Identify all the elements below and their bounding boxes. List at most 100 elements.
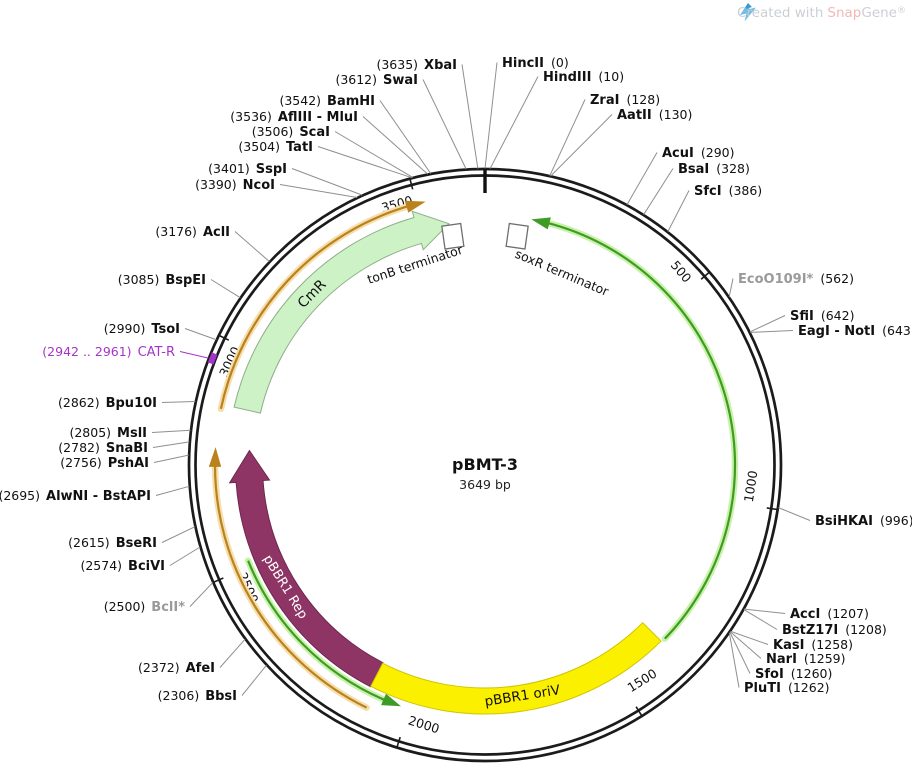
enzyme-label-KasI: KasI (1258) [773,637,853,653]
tonb-terminator-glyph [441,222,465,250]
enzyme-tspan: (3390) [195,177,237,192]
enzyme-tspan: ZraI [590,93,619,108]
enzyme-tspan: (2500) [104,599,146,614]
enzyme-text-SfcI: SfcI (386) [694,183,762,199]
soxr-terminator-glyph [505,222,529,250]
enzyme-label-SfcI: SfcI (386) [694,183,762,199]
enzyme-label-BsiHKAI: BsiHKAI (996) [815,513,912,529]
enzyme-text-ScaI: (3506) ScaI [252,124,330,140]
leader-EcoO109I* [728,278,734,297]
enzyme-tspan: AfeI [186,661,215,676]
enzyme-tspan: NarI [766,652,797,667]
enzyme-tspan: (2782) [58,440,100,455]
snapgene-logo-icon-dark [744,3,752,10]
enzyme-label-BspEI: (3085) BspEI [118,272,206,288]
enzyme-tspan: (128) [626,92,660,107]
leader-AcuI [626,152,658,205]
enzyme-text-BamHI: (3542) BamHI [279,93,375,109]
tick-mark-1500 [635,706,643,717]
enzyme-tspan: SspI [256,162,287,177]
leader-KasI [730,630,769,645]
pbbr1-oriv-band [370,621,662,715]
enzyme-tspan: HindIII [543,70,591,85]
enzyme-tspan: XbaI [424,58,457,73]
enzyme-tspan: HincII [502,56,544,71]
leader-AatII [550,114,613,177]
orf-right-minus-arrowhead [531,217,551,230]
orf-rep-strand-arrowhead [208,447,222,467]
enzyme-label-SfoI: SfoI (1260) [755,666,832,682]
enzyme-text-TsoI: (2990) TsoI [104,321,180,337]
leader-PshAI [153,454,189,463]
leader-HincII [484,62,498,169]
snapgene-logo-icon [740,3,756,22]
enzyme-tspan: (3612) [335,72,377,87]
enzyme-text-AccI: AccI (1207) [790,606,869,622]
plasmid-title: pBMT-3 [452,455,518,474]
enzyme-tspan: (2756) [60,455,102,470]
watermark-created-with: Created with [737,5,823,21]
enzyme-tspan: PshAI [108,456,149,471]
tick-mark-500 [700,271,711,280]
enzyme-text-KasI: KasI (1258) [773,637,853,653]
watermark-text: Created with SnapGene® [737,5,906,21]
watermark-brand-snap: Snap [827,5,861,21]
enzyme-label-AatII: AatII (130) [617,107,692,123]
enzyme-tspan: (3176) [155,224,197,239]
enzyme-tspan: (562) [820,271,854,286]
enzyme-tspan: PluTI [744,681,781,696]
enzyme-label-AclI: (3176) AclI [155,224,230,240]
enzyme-text-BstZ17I: BstZ17I (1208) [782,622,887,638]
enzyme-text-AclI: (3176) AclI [155,224,230,240]
leader-BbsI [241,664,267,696]
leader-BspEI [210,279,241,299]
enzyme-tspan: AccI [790,607,820,622]
enzyme-tspan: (386) [729,183,763,198]
enzyme-tspan: (3401) [208,161,250,176]
orf-right-minus [531,217,739,642]
leader-BamHI [379,100,432,174]
orf-cmr-strand-arrowhead [404,200,426,213]
enzyme-text-PshAI: (2756) PshAI [60,455,149,471]
enzyme-text-SfoI: SfoI (1260) [755,666,832,682]
enzyme-text-Bpu10I: (2862) Bpu10I [58,395,157,411]
enzyme-tspan: KasI [773,638,804,653]
enzyme-label-BseRI: (2615) BseRI [68,535,157,551]
enzyme-label-PshAI: (2756) PshAI [60,455,149,471]
enzyme-text-BbsI: (2306) BbsI [158,688,237,704]
enzyme-tspan: (3635) [376,57,418,72]
soxr-terminator-label: soxR terminator [513,246,612,299]
enzyme-label-AflIII - MluI: (3536) AflIII - MluI [230,109,358,125]
enzyme-tspan: ScaI [299,125,330,140]
enzyme-label-XbaI: (3635) XbaI [376,57,457,73]
enzyme-text-TatI: (3504) TatI [238,139,313,155]
orf-cmr-strand [217,200,426,413]
leader-Bpu10I [161,401,196,403]
leader-SfoI [729,631,751,674]
tick-mark-2000 [395,736,401,749]
enzyme-label-HincII: HincII (0) [502,55,569,71]
enzyme-label-ScaI: (3506) ScaI [252,124,330,140]
enzyme-tspan: AflIII - MluI [278,110,358,125]
enzyme-label-AcuI: AcuI (290) [662,145,734,161]
enzyme-text-BseRI: (2615) BseRI [68,535,157,551]
cmr-band [233,210,450,414]
snapgene-watermark: Created with SnapGene® [737,3,906,22]
enzyme-tspan: (642) [821,308,855,323]
enzyme-tspan: AclI [203,225,230,240]
leader-BciVI [169,546,201,566]
enzyme-text-SwaI: (3612) SwaI [335,72,418,88]
enzyme-tspan: (2574) [80,558,122,573]
leader-NarI [729,631,762,659]
tick-mark-3500 [408,178,414,190]
enzyme-tspan: Bpu10I [106,396,157,411]
leader-BseRI [161,526,196,543]
tick-label-1000: 1000 [741,469,761,503]
enzyme-tspan: (3542) [279,93,321,108]
enzyme-label-AlwNI - BstAPI: (2695) AlwNI - BstAPI [0,488,151,504]
orf-rep-strand [208,447,370,711]
enzyme-tspan: AlwNI - BstAPI [46,489,151,504]
enzyme-text-MslI: (2805) MslI [69,425,147,441]
